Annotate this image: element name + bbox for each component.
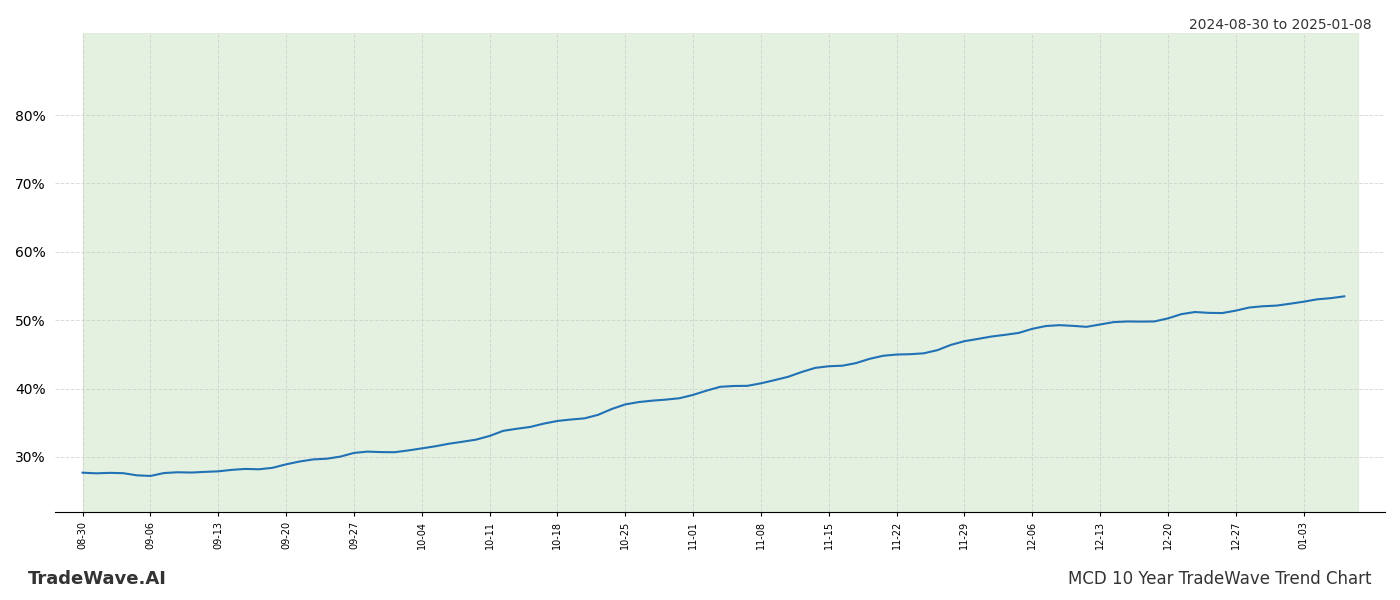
Text: TradeWave.AI: TradeWave.AI: [28, 570, 167, 588]
Bar: [83, 33, 1358, 512]
Text: 2024-08-30 to 2025-01-08: 2024-08-30 to 2025-01-08: [1190, 18, 1372, 32]
Text: MCD 10 Year TradeWave Trend Chart: MCD 10 Year TradeWave Trend Chart: [1068, 570, 1372, 588]
